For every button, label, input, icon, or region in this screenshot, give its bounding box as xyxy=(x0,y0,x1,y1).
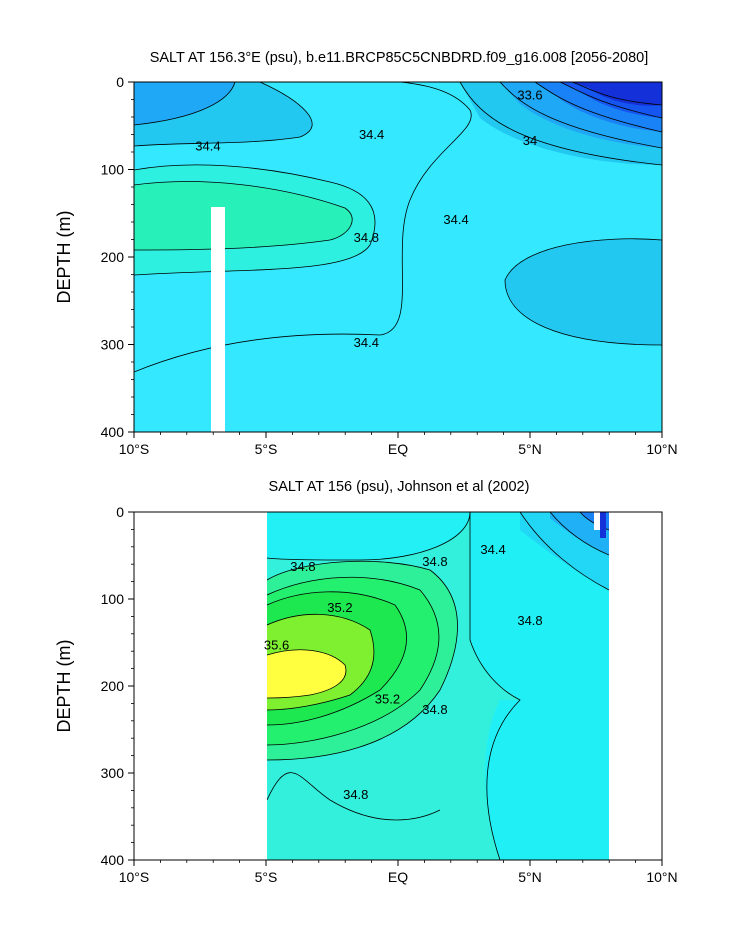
panel-model-xtick-label: 10°S xyxy=(119,441,150,457)
panel-model-xtick-label: EQ xyxy=(388,441,408,457)
panel-observed-contour-label: 35.2 xyxy=(327,600,352,615)
panel-model-fields xyxy=(134,82,662,432)
panel-observed-contour-label: 35.2 xyxy=(375,691,400,706)
panel-observed: SALT AT 156 (psu), Johnson et al (2002) xyxy=(54,479,678,885)
panel-model-xtick-label: 10°N xyxy=(646,441,677,457)
panel-observed-contour-label: 35.6 xyxy=(264,637,289,652)
panel-model-contours xyxy=(134,82,662,373)
field-left-core xyxy=(134,181,353,250)
panel-model-title: SALT AT 156.3°E (psu), b.e11.BRCP85C5CNB… xyxy=(150,50,649,66)
panel-observed-ytick-label: 200 xyxy=(101,678,125,694)
panel-observed-xtick-label: 5°S xyxy=(255,869,278,885)
panel-model-mask xyxy=(211,207,225,432)
panel-model-contour-label: 34 xyxy=(523,133,537,148)
panel-observed-ytick-label: 400 xyxy=(101,852,125,868)
field-right-mid xyxy=(505,238,662,345)
panel-observed-title: SALT AT 156 (psu), Johnson et al (2002) xyxy=(269,479,530,495)
field-left-top xyxy=(134,82,235,125)
panel-observed-ytick-label: 0 xyxy=(116,504,124,520)
panel-model-contour-labels: 34.4 34.4 34.8 34.4 34.4 33.6 34 xyxy=(195,88,542,351)
panel-observed-xtick-label: 5°N xyxy=(518,869,542,885)
panel-model-contour-label: 34.8 xyxy=(354,230,379,245)
panel-observed-ytick-label: 100 xyxy=(101,591,125,607)
panel-observed-contour-label: 34.4 xyxy=(480,542,505,557)
panel-observed-xtick-label: 10°N xyxy=(646,869,677,885)
panel-observed-ylabel: DEPTH (m) xyxy=(54,640,74,733)
panel-observed-contour-label: 34.8 xyxy=(422,702,447,717)
panel-model-ytick-label: 200 xyxy=(101,249,125,265)
field-obs-top xyxy=(267,512,470,560)
panel-model-contour-label: 34.4 xyxy=(354,335,379,350)
panel-model-contour-label: 34.4 xyxy=(195,138,220,153)
panel-model-ytick-label: 0 xyxy=(116,74,124,90)
panel-model-ytick-label: 400 xyxy=(101,424,125,440)
panel-model-contour-label: 33.6 xyxy=(517,88,542,103)
panel-model: SALT AT 156.3°E (psu), b.e11.BRCP85C5CNB… xyxy=(54,50,678,457)
panel-observed-fields xyxy=(267,512,609,860)
panel-observed-xtick-label: EQ xyxy=(388,869,408,885)
panel-model-xtick-label: 5°S xyxy=(255,441,278,457)
panel-observed-contour-label: 34.8 xyxy=(290,559,315,574)
panel-observed-contour-label: 34.8 xyxy=(517,613,542,628)
panel-model-ylabel: DEPTH (m) xyxy=(54,211,74,304)
panel-model-ytick-label: 300 xyxy=(101,337,125,353)
panel-model-contour-label: 34.4 xyxy=(359,127,384,142)
field-obs-salty-core xyxy=(267,649,346,698)
panel-model-ytick-label: 100 xyxy=(101,162,125,178)
panel-observed-contour-label: 34.8 xyxy=(343,787,368,802)
panel-model-ticks: 10°S 5°S EQ 5°N 10°N 0 100 200 300 400 xyxy=(101,74,678,457)
panel-model-xtick-label: 5°N xyxy=(518,441,542,457)
panel-observed-notch xyxy=(594,512,600,530)
panel-observed-ticks: 10°S 5°S EQ 5°N 10°N 0 100 200 300 400 xyxy=(101,504,678,885)
field-right-top-5 xyxy=(572,82,662,106)
field-obs-right-deep xyxy=(485,700,609,860)
panel-observed-contour-label: 34.8 xyxy=(422,554,447,569)
panel-observed-contours xyxy=(267,512,609,860)
panel-observed-xtick-label: 10°S xyxy=(119,869,150,885)
panel-observed-ytick-label: 300 xyxy=(101,765,125,781)
panel-observed-contour-labels: 34.8 35.2 35.6 35.2 34.8 34.8 34.4 34.8 34.8 xyxy=(264,542,543,802)
panel-observed-fresh-spot xyxy=(600,512,606,538)
panel-model-contour-label: 34.4 xyxy=(443,212,468,227)
